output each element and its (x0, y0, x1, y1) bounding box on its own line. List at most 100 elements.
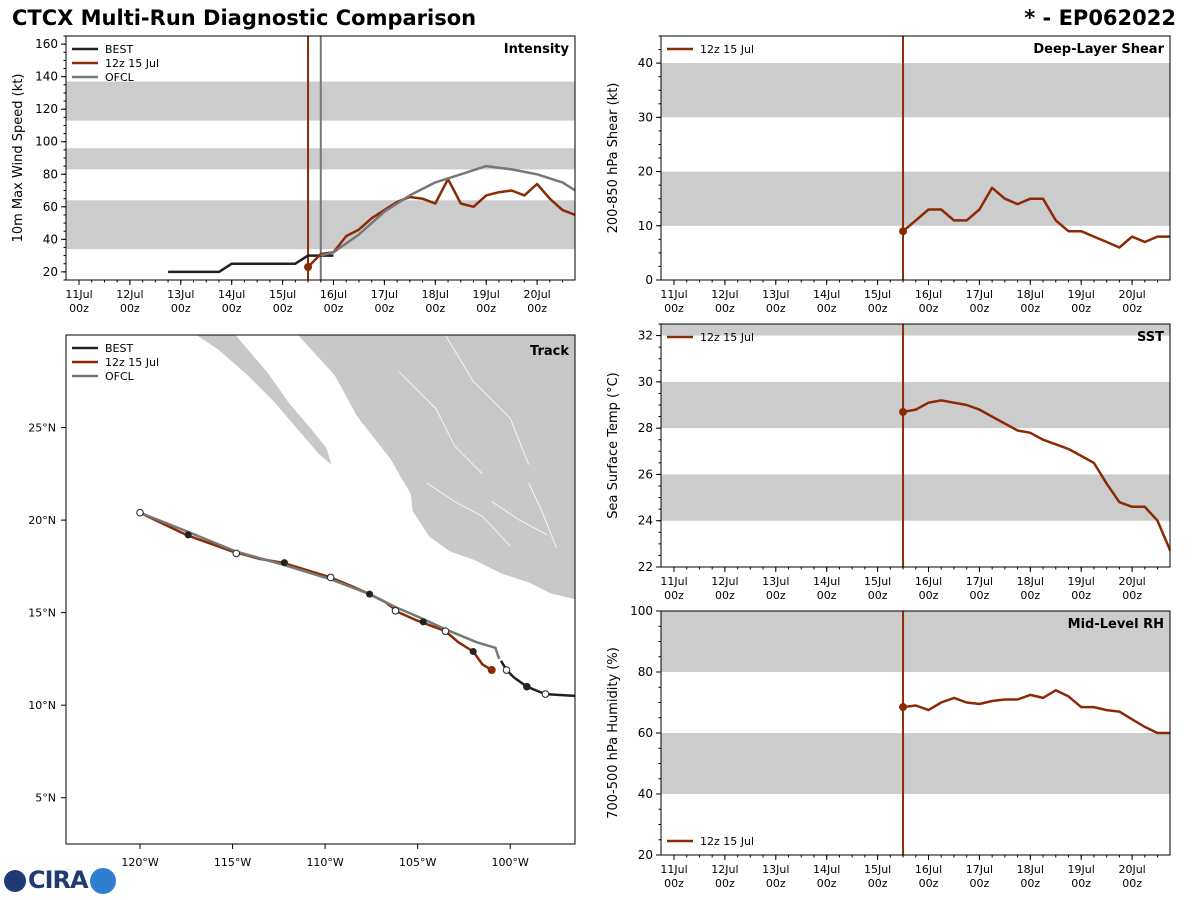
shear-xtick-sublabel: 00z (664, 302, 684, 315)
track-ytick-label: 15°N (28, 607, 56, 620)
track-map-area (136, 335, 575, 698)
state-border (528, 482, 557, 549)
intensity-ytick-label: 20 (43, 265, 58, 279)
track-marker-ofcl (441, 627, 450, 635)
sst-band (661, 474, 1170, 521)
rh-start-marker (899, 703, 908, 712)
sst-xtick-label: 16Jul (915, 575, 942, 588)
intensity-legend-label: BEST (105, 43, 133, 56)
shear-xtick-label: 18Jul (1017, 288, 1044, 301)
rh-xtick-label: 11Jul (660, 863, 687, 876)
shear-legend-label: 12z 15 Jul (700, 43, 754, 56)
storm-id: * - EP062022 (1024, 6, 1176, 30)
sst-ytick-label: 22 (638, 560, 653, 574)
globe-icon (4, 870, 26, 892)
rh-xtick-label: 12Jul (711, 863, 738, 876)
track-ytick-label: 25°N (28, 422, 56, 435)
rh-xtick-label: 20Jul (1118, 863, 1145, 876)
shear-ytick-label: 40 (638, 56, 653, 70)
sst-xtick-sublabel: 00z (919, 589, 939, 602)
shear-title: Deep-Layer Shear (1033, 42, 1164, 57)
track-title: Track (530, 344, 569, 359)
shear-xtick-label: 12Jul (711, 288, 738, 301)
state-border (398, 371, 483, 475)
sst-ytick-label: 30 (638, 375, 653, 389)
shear-ytick-label: 20 (638, 165, 653, 179)
shear-band (661, 63, 1170, 118)
shear-xtick-sublabel: 00z (919, 302, 939, 315)
track-marker-ofcl (326, 573, 335, 582)
track-best-marker (280, 559, 288, 567)
sst-xtick-sublabel: 00z (715, 589, 735, 602)
intensity-xtick-sublabel: 00z (120, 302, 140, 315)
mainland-land (296, 335, 575, 601)
sst-start-marker (899, 407, 908, 416)
state-border (445, 335, 530, 465)
rh-ytick-label: 80 (638, 665, 653, 679)
track-best-marker (184, 531, 192, 539)
intensity-panel: 2040608010012014016011Jul00z12Jul00z13Ju… (11, 35, 576, 315)
intensity-ytick-label: 80 (43, 167, 58, 181)
intensity-xtick-sublabel: 00z (476, 302, 496, 315)
sst-xtick-label: 11Jul (660, 575, 687, 588)
track-marker-best (502, 666, 511, 674)
track-best-marker (419, 618, 427, 626)
track-best-marker (366, 590, 374, 598)
sst-xtick-sublabel: 00z (766, 589, 786, 602)
rh-band (661, 733, 1170, 794)
intensity-xtick-label: 19Jul (473, 288, 500, 301)
rh-xtick-sublabel: 00z (766, 877, 786, 890)
sst-xtick-label: 17Jul (966, 575, 993, 588)
rh-xtick-label: 16Jul (915, 863, 942, 876)
track-marker-ofcl (391, 606, 400, 615)
track-xtick-label: 120°W (121, 856, 158, 869)
rh-xtick-sublabel: 00z (1122, 877, 1142, 890)
intensity-start-marker (304, 262, 313, 271)
sst-xtick-label: 13Jul (762, 575, 789, 588)
intensity-ytick-label: 160 (35, 37, 58, 51)
shear-xtick-sublabel: 00z (1020, 302, 1040, 315)
sst-xtick-sublabel: 00z (817, 589, 837, 602)
sst-xtick-sublabel: 00z (1122, 589, 1142, 602)
track-xtick-label: 105°W (399, 856, 436, 869)
shear-start-marker (899, 227, 908, 236)
intensity-xtick-label: 13Jul (167, 288, 194, 301)
intensity-ytick-label: 100 (35, 135, 58, 149)
track-ytick-label: 10°N (28, 699, 56, 712)
rh-band (661, 611, 1170, 672)
intensity-xtick-sublabel: 00z (222, 302, 242, 315)
track-legend-label: OFCL (105, 370, 135, 383)
rh-legend-label: 12z 15 Jul (700, 835, 754, 848)
intensity-xtick-label: 14Jul (218, 288, 245, 301)
sst-frame (660, 323, 1171, 568)
track-ytick-label: 20°N (28, 514, 56, 527)
intensity-ylabel: 10m Max Wind Speed (kt) (11, 74, 26, 243)
intensity-xtick-sublabel: 00z (69, 302, 89, 315)
shear-xtick-sublabel: 00z (715, 302, 735, 315)
sst-xtick-label: 12Jul (711, 575, 738, 588)
sst-xtick-sublabel: 00z (1071, 589, 1091, 602)
track-frame (65, 334, 576, 845)
intensity-ytick-label: 140 (35, 70, 58, 84)
sst-legend-label: 12z 15 Jul (700, 331, 754, 344)
rh-xtick-label: 19Jul (1068, 863, 1095, 876)
sst-xtick-label: 18Jul (1017, 575, 1044, 588)
shear-xtick-sublabel: 00z (1071, 302, 1091, 315)
sst-xtick-label: 20Jul (1118, 575, 1145, 588)
baja-land (194, 335, 334, 468)
track-marker-best (523, 682, 531, 691)
rh-xtick-sublabel: 00z (1020, 877, 1040, 890)
sst-xtick-sublabel: 00z (868, 589, 888, 602)
rh-xtick-label: 18Jul (1017, 863, 1044, 876)
rh-xtick-label: 15Jul (864, 863, 891, 876)
sst-ytick-label: 26 (638, 467, 653, 481)
rh-plot-area (661, 611, 1170, 855)
rh-xtick-label: 17Jul (966, 863, 993, 876)
intensity-xtick-label: 16Jul (320, 288, 347, 301)
shear-xtick-sublabel: 00z (868, 302, 888, 315)
sst-xtick-sublabel: 00z (1020, 589, 1040, 602)
shear-xtick-label: 19Jul (1068, 288, 1095, 301)
rh-title: Mid-Level RH (1068, 617, 1164, 632)
sst-xtick-label: 19Jul (1068, 575, 1095, 588)
